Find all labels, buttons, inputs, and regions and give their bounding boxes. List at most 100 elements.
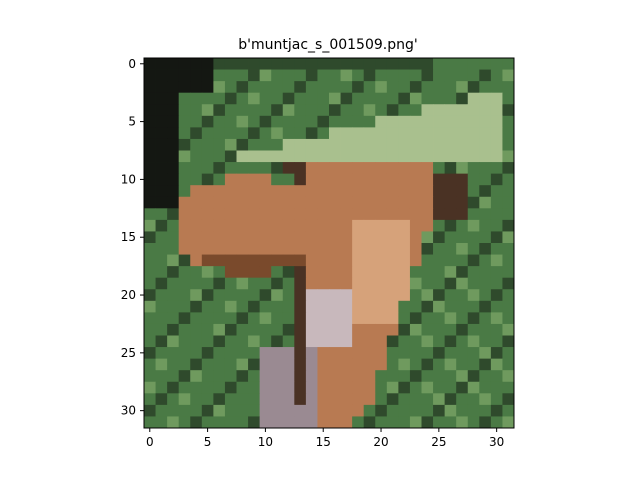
pixel <box>490 219 503 232</box>
pixel <box>340 231 353 244</box>
pixel <box>433 312 446 325</box>
pixel <box>329 277 341 290</box>
pixel <box>213 58 226 70</box>
pixel <box>444 104 457 117</box>
pixel <box>224 81 237 94</box>
pixel <box>259 243 272 255</box>
pixel <box>317 115 330 128</box>
pixel <box>248 127 261 140</box>
y-tick-label: 20 <box>121 288 136 302</box>
pixel <box>178 92 191 105</box>
pixel <box>467 323 480 336</box>
pixel <box>363 358 376 371</box>
pixel <box>155 335 168 348</box>
pixel <box>421 208 434 221</box>
pixel <box>201 312 214 325</box>
pixel <box>467 185 480 198</box>
pixel <box>224 335 237 348</box>
pixel <box>479 138 492 151</box>
pixel <box>467 173 480 186</box>
pixel <box>375 416 388 429</box>
pixel <box>259 173 272 186</box>
pixel <box>167 196 180 209</box>
pixel <box>201 277 214 290</box>
pixel <box>502 173 515 186</box>
pixel <box>213 196 226 209</box>
pixel <box>248 196 261 209</box>
pixel <box>213 69 226 82</box>
pixel <box>352 150 365 163</box>
pixel <box>352 393 365 406</box>
pixel <box>340 92 353 105</box>
pixel <box>421 138 434 151</box>
pixel <box>444 347 457 360</box>
pixel <box>248 381 261 394</box>
pixel <box>224 347 237 360</box>
pixel <box>271 277 284 290</box>
pixel <box>456 138 469 151</box>
pixel <box>294 266 307 279</box>
pixel <box>433 404 446 417</box>
pixel <box>305 323 318 336</box>
pixel <box>167 254 180 267</box>
pixel <box>433 358 446 371</box>
pixel <box>259 347 272 360</box>
pixel <box>167 416 180 429</box>
pixel <box>294 243 307 255</box>
x-tick-label: 10 <box>258 435 273 449</box>
pixel <box>329 115 341 128</box>
pixel <box>467 127 480 140</box>
pixel <box>155 323 168 336</box>
pixel <box>444 277 457 290</box>
pixel <box>282 404 295 417</box>
pixel <box>282 162 295 175</box>
pixel <box>444 115 457 128</box>
pixel <box>236 370 249 383</box>
pixel <box>479 162 492 175</box>
pixel <box>248 393 261 406</box>
pixel <box>224 289 237 302</box>
pixel <box>409 92 422 105</box>
pixel <box>224 104 237 117</box>
pixel <box>329 219 341 232</box>
pixel <box>282 173 295 186</box>
pixel <box>409 196 422 209</box>
pixel <box>444 393 457 406</box>
pixel <box>340 185 353 198</box>
pixel <box>224 196 237 209</box>
pixel <box>190 312 203 325</box>
pixel <box>340 104 353 117</box>
pixel <box>282 69 295 82</box>
pixel <box>236 138 249 151</box>
pixel <box>352 208 365 221</box>
pixel <box>201 162 214 175</box>
pixel <box>409 312 422 325</box>
pixel <box>167 81 180 94</box>
pixel <box>271 370 284 383</box>
pixel <box>190 381 203 394</box>
pixel <box>271 381 284 394</box>
pixel <box>317 162 330 175</box>
pixel <box>456 92 469 105</box>
pixel <box>421 289 434 302</box>
pixel <box>224 69 237 82</box>
pixel <box>456 185 469 198</box>
pixel <box>409 104 422 117</box>
pixel <box>167 300 180 313</box>
pixel <box>167 312 180 325</box>
pixel <box>294 370 307 383</box>
pixel <box>421 323 434 336</box>
pixel <box>167 231 180 244</box>
pixel <box>409 81 422 94</box>
pixel <box>178 323 191 336</box>
pixel <box>352 92 365 105</box>
pixel <box>433 150 446 163</box>
pixel <box>329 138 341 151</box>
pixel <box>502 393 515 406</box>
pixel <box>317 81 330 94</box>
pixel <box>490 185 503 198</box>
pixel <box>502 347 515 360</box>
pixel <box>144 416 156 429</box>
pixel <box>294 404 307 417</box>
pixel <box>386 300 399 313</box>
